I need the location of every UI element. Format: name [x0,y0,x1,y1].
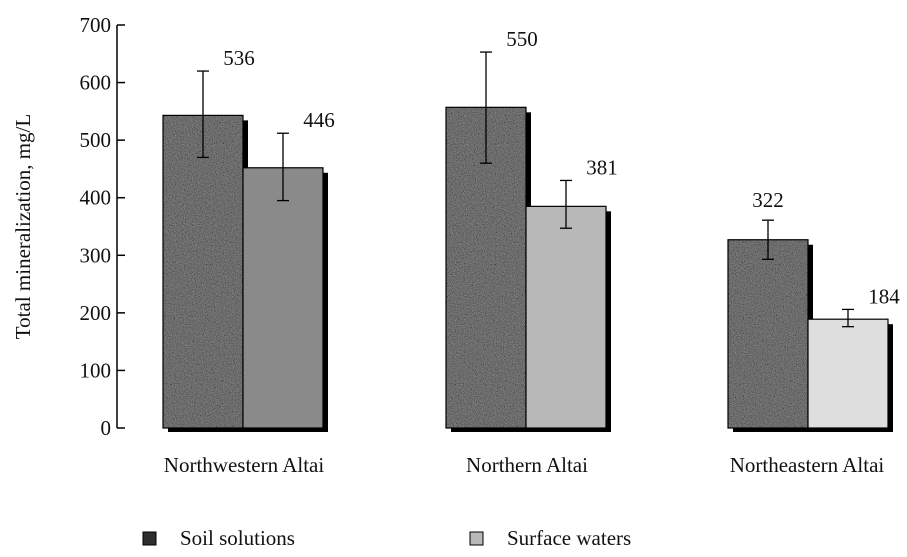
category-label: Northeastern Altai [730,453,885,477]
legend-swatch [142,531,157,546]
y-tick-label: 300 [80,243,112,267]
y-axis-title: Total mineralization, mg/L [11,114,35,339]
y-tick-label: 500 [80,128,112,152]
legend-swatch [469,531,484,546]
legend-label: Surface waters [507,526,631,550]
data-label: 381 [586,155,618,179]
category-label: Northern Altai [466,453,588,477]
bar-texture [163,115,243,428]
bar-texture [728,239,808,428]
y-tick-label: 0 [101,416,112,440]
y-tick-label: 400 [80,186,112,210]
y-tick-label: 700 [80,13,112,37]
y-tick-label: 100 [80,358,112,382]
data-label: 550 [506,27,538,51]
data-label: 322 [752,188,784,212]
bar-surface-waters [808,319,888,428]
bars [162,51,893,432]
labels: 536 446 Northwestern Altai 550 381 Northern A… [164,27,900,477]
data-label: 446 [303,108,335,132]
category-label: Northwestern Altai [164,453,325,477]
y-tick-label: 600 [80,71,112,95]
bar-surface-waters [526,206,606,428]
axes: 0 100 200 300 400 500 600 700 Total mineralizati… [11,13,125,440]
legend-label: Soil solutions [180,526,295,550]
bar-surface-waters [243,167,323,428]
y-tick-label: 200 [80,301,112,325]
data-label: 536 [223,46,255,70]
data-label: 184 [868,284,900,308]
legend: Soil solutions Surface waters [142,526,631,550]
